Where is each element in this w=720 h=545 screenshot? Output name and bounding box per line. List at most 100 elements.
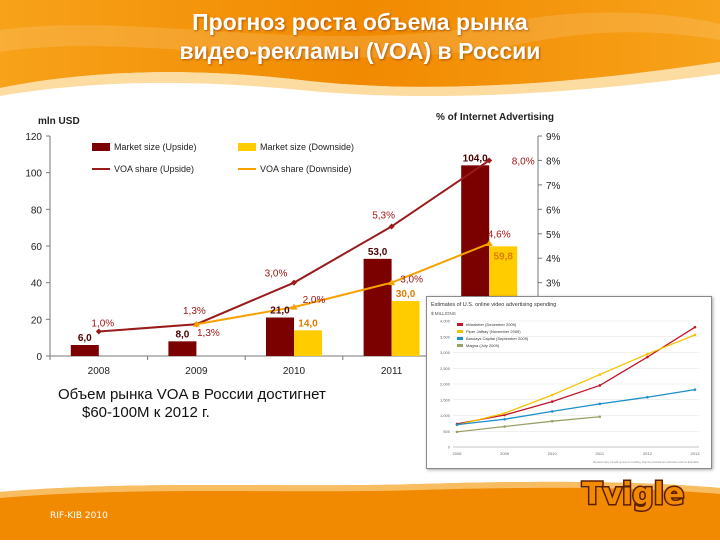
- line-upside-label: 5,3%: [372, 210, 395, 221]
- inset-series-point: [693, 333, 697, 337]
- forecast-caption: Объем рынка VOA в России достигнет $60-1…: [58, 386, 358, 422]
- footer-text: RIF-KIB 2010: [50, 511, 108, 521]
- caption-line-2: $60-100M к 2012 г.: [82, 404, 210, 421]
- line-downside-label: 1,3%: [197, 328, 220, 339]
- legend-swatch: [238, 143, 256, 151]
- y-tick-label: 100: [25, 169, 42, 180]
- inset-series-point: [646, 395, 649, 399]
- y2-tick-label: 8%: [546, 156, 561, 167]
- footer-background: [0, 481, 720, 540]
- bar-upside-label: 8,0: [175, 329, 189, 340]
- y2-tick-label: 6%: [546, 205, 561, 216]
- bar-upside-label: 21,0: [270, 306, 290, 317]
- inset-series-point: [646, 352, 649, 356]
- y-tick-label: 80: [31, 205, 43, 216]
- inset-series-point: [503, 425, 506, 428]
- inset-footnote: Numbers may not add up due to rounding. …: [593, 460, 700, 464]
- legend-swatch: [92, 143, 110, 151]
- line-downside-label: 2,0%: [303, 295, 326, 306]
- inset-unit-label: $ MILLIONS: [431, 311, 456, 316]
- line-upside-point: [291, 279, 297, 286]
- inset-x-tick-label: 2012: [643, 451, 653, 456]
- bar-downside-label: 30,0: [396, 289, 416, 300]
- y2-axis-label: % of Internet Advertising: [436, 112, 554, 123]
- line-upside-label: 1,3%: [183, 306, 206, 317]
- inset-x-tick-label: 2013: [691, 451, 701, 456]
- inset-title: Estimates of U.S. online video advertisi…: [431, 302, 556, 308]
- inset-legend-swatch: [457, 330, 463, 333]
- y2-tick-label: 5%: [546, 230, 561, 241]
- bar-upside: [168, 341, 197, 356]
- inset-series-point: [455, 430, 459, 434]
- y2-tick-label: 4%: [546, 254, 561, 265]
- inset-series-point: [598, 384, 602, 387]
- inset-y-tick-label: 3,500: [440, 334, 451, 339]
- y2-tick-label: 3%: [546, 279, 561, 290]
- inset-x-tick-label: 2008: [453, 451, 463, 456]
- inset-series-line: [456, 326, 696, 425]
- inset-legend-label: Magna (July 2009): [466, 343, 500, 348]
- inset-x-tick-label: 2010: [548, 451, 558, 456]
- us-estimates-chart: Estimates of U.S. online video advertisi…: [431, 302, 701, 464]
- y-tick-label: 20: [31, 315, 43, 326]
- inset-x-tick-label: 2011: [595, 451, 604, 456]
- inset-series-point: [598, 373, 602, 376]
- inset-series-point: [550, 419, 554, 423]
- inset-y-tick-label: 4,000: [440, 319, 451, 324]
- bar-upside-label: 6,0: [78, 333, 92, 344]
- line-upside-label: 1,0%: [91, 319, 114, 330]
- bar-upside: [70, 345, 99, 356]
- legend-label: VOA share (Upside): [114, 164, 194, 174]
- line-upside-point: [388, 223, 395, 230]
- line-downside-point: [192, 320, 200, 327]
- y2-tick-label: 7%: [546, 181, 561, 192]
- title-line-2: видео-рекламы (VOA) в России: [179, 38, 541, 64]
- logo-text: Tvigle: [582, 477, 684, 512]
- line-downside-point: [485, 240, 493, 247]
- legend-label: VOA share (Downside): [260, 164, 352, 174]
- y2-tick-label: 9%: [546, 132, 561, 143]
- bar-upside-label: 53,0: [368, 247, 388, 258]
- tvigle-logo: Tvigle: [581, 476, 686, 514]
- header-banner: Прогноз роста объема рынка видео-рекламы…: [0, 0, 720, 96]
- inset-series-point: [598, 415, 602, 419]
- inset-series-point: [550, 400, 554, 403]
- inset-legend-label: Barclays Capital (September 2009): [466, 336, 529, 341]
- line-upside-point: [95, 328, 102, 335]
- bar-downside: [391, 301, 420, 356]
- bar-upside-label: 104,0: [463, 153, 488, 164]
- inset-series-point: [646, 355, 649, 359]
- inset-legend-label: Piper Jaffray (November 2009): [466, 329, 521, 334]
- line-downside-label: 3,0%: [400, 275, 423, 286]
- inset-legend-label: eMarketer (December 2009): [466, 322, 517, 327]
- inset-y-tick-label: 3,000: [440, 350, 451, 355]
- inset-y-tick-label: 500: [443, 429, 450, 434]
- x-tick-label: 2011: [381, 366, 403, 377]
- inset-series-point: [503, 417, 506, 421]
- inset-series-point: [550, 393, 554, 397]
- caption-line-1: Объем рынка VOA в России достигнет: [58, 386, 326, 403]
- inset-series-line: [456, 389, 696, 426]
- inset-legend-swatch: [457, 323, 463, 326]
- inset-y-tick-label: 0: [448, 445, 451, 450]
- inset-series-point: [693, 325, 697, 329]
- us-estimates-inset: Estimates of U.S. online video advertisi…: [426, 296, 712, 469]
- line-upside-label: 3,0%: [265, 269, 288, 280]
- inset-series-line: [456, 334, 696, 426]
- y-tick-label: 40: [31, 279, 43, 290]
- line-upside-label: 8,0%: [512, 156, 535, 167]
- line-downside: [196, 242, 490, 326]
- line-downside-label: 4,6%: [488, 230, 511, 241]
- x-tick-label: 2008: [88, 366, 111, 377]
- footer-banner: [0, 478, 720, 540]
- y-tick-label: 120: [25, 132, 42, 143]
- line-downside-point: [290, 303, 298, 310]
- legend-label: Market size (Downside): [260, 142, 354, 152]
- y-axis-label: mln USD: [38, 116, 80, 127]
- y-tick-label: 0: [36, 352, 42, 363]
- y-tick-label: 60: [31, 242, 43, 253]
- inset-x-tick-label: 2009: [500, 451, 510, 456]
- bar-downside-label: 59,8: [493, 251, 513, 262]
- bar-downside-label: 14,0: [298, 318, 318, 329]
- header-background: [0, 0, 720, 96]
